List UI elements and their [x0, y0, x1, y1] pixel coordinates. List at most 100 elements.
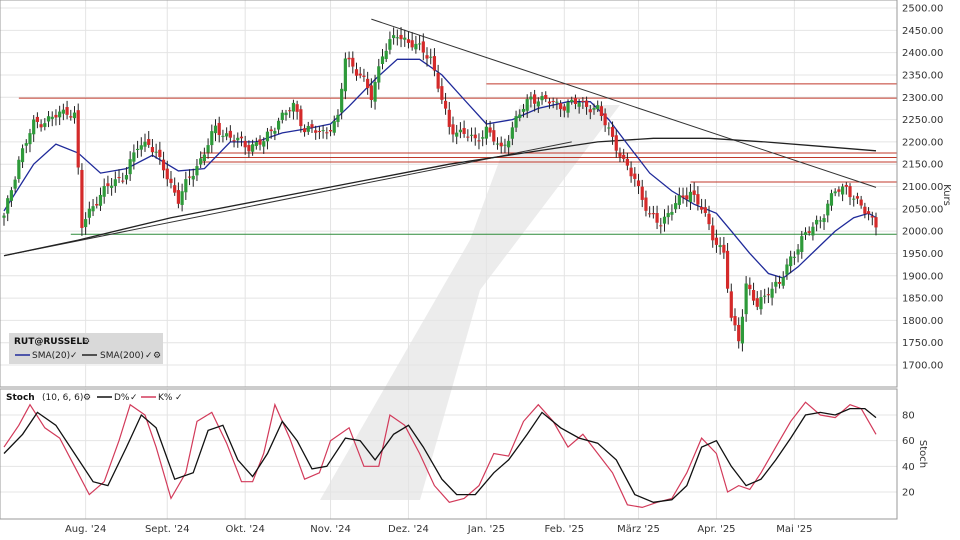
price-ticks: 2500.00 2450.00 2400.00 2350.00 2300.00 2250.… — [902, 4, 943, 372]
candle-body — [729, 291, 733, 318]
sma200-options-icon[interactable]: ⚙ — [153, 351, 161, 361]
candle-body — [199, 158, 203, 165]
k-check-icon[interactable]: ✓ — [175, 393, 183, 403]
candle-body — [818, 220, 822, 222]
price-tick-label: 1850.00 — [902, 294, 943, 305]
candle-body — [213, 125, 218, 134]
candle-body — [562, 106, 566, 111]
candle-body — [165, 168, 169, 180]
candle-body — [210, 131, 214, 146]
candle-body — [766, 294, 770, 296]
watermark-logo — [320, 105, 620, 500]
candle-body — [91, 206, 95, 212]
candle-body — [184, 179, 188, 193]
candle-body — [484, 126, 488, 139]
candle-body — [551, 101, 555, 103]
candle-body — [488, 127, 492, 133]
price-tick-label: 2450.00 — [902, 26, 943, 37]
candle-body — [874, 217, 878, 228]
candle-body — [247, 145, 251, 152]
candle-body — [473, 134, 477, 139]
candle-body — [406, 39, 411, 43]
candle-body — [481, 137, 485, 139]
d-check-icon[interactable]: ✓ — [130, 393, 138, 403]
candle-body — [458, 129, 463, 133]
candle-body — [844, 184, 848, 187]
candle-body — [373, 82, 377, 102]
candle-body — [495, 143, 500, 145]
candle-body — [740, 316, 745, 344]
candle-body — [863, 206, 867, 214]
candle-body — [258, 139, 262, 145]
candle-body — [228, 130, 232, 138]
candle-body — [566, 102, 570, 113]
candle-body — [462, 128, 466, 134]
candle-body — [774, 281, 778, 287]
candle-body — [848, 186, 852, 198]
candle-body — [829, 193, 834, 206]
candle-body — [577, 102, 581, 107]
candle-body — [855, 196, 860, 199]
candle-body — [718, 245, 722, 248]
sma20-check-icon[interactable]: ✓ — [70, 351, 78, 361]
candle-body — [651, 213, 655, 215]
candle-body — [722, 244, 726, 253]
candle-body — [132, 152, 136, 162]
candle-body — [414, 43, 418, 50]
candle-body — [13, 179, 17, 189]
candle-body — [514, 116, 518, 128]
stoch-grid — [0, 389, 897, 519]
candle-body — [443, 100, 448, 109]
stoch-options-icon[interactable]: ⚙ — [83, 393, 91, 403]
stoch-tick-label: 60 — [902, 436, 915, 447]
price-tick-label: 2100.00 — [902, 182, 943, 193]
candle-body — [625, 158, 629, 166]
sma200-check-icon[interactable]: ✓ — [145, 351, 153, 361]
candle-body — [447, 109, 451, 127]
price-axis-title: Kurs — [941, 184, 952, 206]
candle-body — [466, 136, 470, 138]
candle-body — [659, 225, 663, 227]
candle-body — [792, 256, 796, 258]
sma200-legend-label: SMA(200) — [100, 351, 144, 361]
candle-body — [24, 143, 28, 146]
candle-body — [417, 43, 422, 45]
price-tick-label: 2150.00 — [902, 160, 943, 171]
candle-body — [603, 113, 607, 126]
candle-body — [310, 124, 314, 128]
candle-body — [336, 114, 340, 123]
k-legend-label: K% — [158, 393, 173, 403]
price-panel: 2500.00 2450.00 2400.00 2350.00 2300.00 2250.… — [0, 0, 952, 388]
candle-body — [388, 39, 392, 50]
candle-body — [477, 140, 481, 142]
candle-body — [503, 144, 507, 146]
stoch-k-line — [3, 401, 877, 509]
candle-body — [362, 75, 366, 77]
month-tick-label: Apr. '25 — [697, 524, 735, 535]
candle-body — [614, 135, 618, 151]
ticker-options-icon[interactable]: ⚙ — [82, 337, 90, 347]
candle-body — [191, 175, 195, 180]
candle-body — [340, 88, 344, 113]
candle-body — [429, 56, 433, 58]
candle-body — [622, 154, 626, 159]
candle-body — [288, 110, 292, 112]
candle-body — [425, 55, 429, 59]
candle-body — [755, 298, 759, 307]
month-tick-label: Nov. '24 — [310, 524, 351, 535]
candle-body — [670, 211, 674, 215]
candle-body — [633, 173, 637, 179]
candle-body — [180, 191, 184, 205]
candle-body — [80, 169, 84, 228]
candle-body — [32, 119, 36, 135]
candle-body — [69, 116, 73, 118]
candle-body — [9, 190, 14, 201]
month-tick-label: Okt. '24 — [225, 524, 264, 535]
candle-body — [295, 104, 299, 112]
candle-body — [492, 130, 496, 142]
candle-body — [759, 297, 763, 310]
candle-body — [510, 127, 514, 139]
candle-body — [681, 195, 685, 198]
month-tick-label: Mai '25 — [776, 524, 812, 535]
price-tick-label: 1800.00 — [902, 316, 943, 327]
